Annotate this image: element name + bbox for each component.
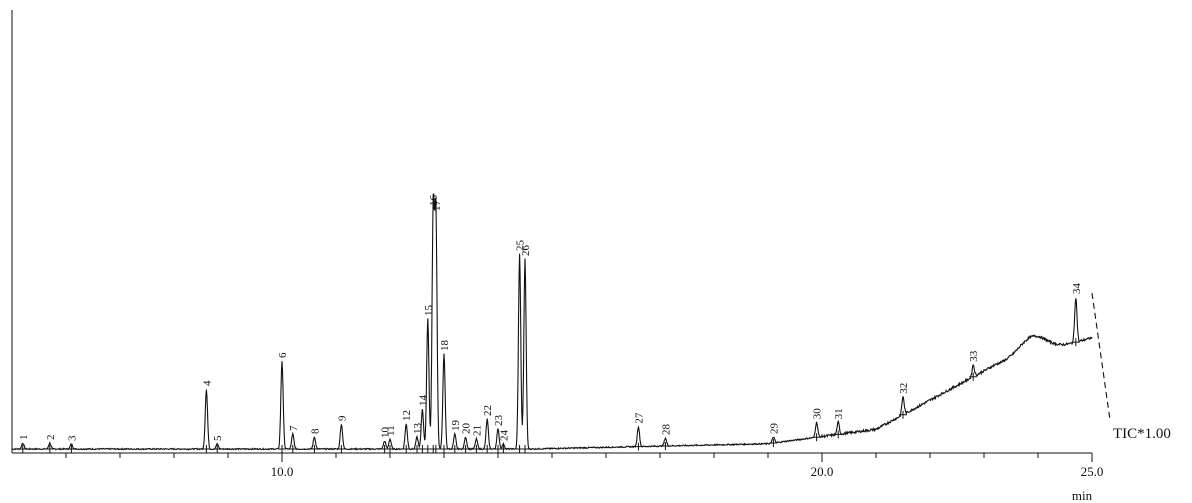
- x-minor-ticks: [65, 453, 1039, 458]
- peak-label: 12: [401, 410, 413, 421]
- peak-label: 21: [471, 425, 483, 436]
- peak-labels: 1 2 34567891011121314151617181920212223242…: [18, 195, 1083, 442]
- peak-label: 1: [18, 435, 30, 441]
- peak-label: 26: [520, 245, 532, 257]
- peak-label: 32: [898, 383, 910, 394]
- peak-label: 7: [288, 425, 300, 431]
- peak-label: 25: [515, 240, 527, 252]
- peak-label: 30: [812, 408, 824, 420]
- peak-label: 14: [417, 395, 429, 407]
- x-tick-label: 10.0: [271, 464, 294, 479]
- peak-label: 16: [428, 195, 440, 207]
- peak-label: 9: [336, 415, 348, 421]
- x-tick-label: 20.0: [811, 464, 834, 479]
- tic-scale-label: TIC*1.00: [1113, 426, 1171, 442]
- peak-label: 13: [412, 423, 424, 435]
- peak-label: 19: [450, 420, 462, 432]
- peak-label: 18: [439, 340, 451, 352]
- tic-leader-line: [1091, 292, 1111, 421]
- peak-label: 24: [498, 429, 510, 441]
- peak-label: 33: [968, 350, 980, 362]
- peak-label: 22: [482, 405, 494, 416]
- peak-label: 28: [660, 424, 672, 436]
- peak-label: 17: [431, 200, 443, 212]
- peak-label: 34: [1071, 283, 1083, 295]
- peak-markers: [18, 338, 1080, 453]
- tic-trace-line: [11, 193, 1093, 451]
- peak-label: 29: [768, 423, 780, 435]
- peak-label: 11: [385, 425, 397, 436]
- peak-label: 31: [833, 408, 845, 419]
- peak-label: 2: [45, 435, 57, 441]
- peak-label: 3: [66, 435, 78, 441]
- peak-label: 23: [493, 415, 505, 427]
- peak-label: 27: [633, 412, 645, 424]
- peak-label: 4: [201, 380, 213, 386]
- x-major-ticks: 10.0 20.0 25.0: [271, 453, 1104, 479]
- peak-label: 5: [212, 435, 224, 441]
- peak-label: 20: [461, 423, 473, 435]
- peak-label: 6: [277, 352, 289, 358]
- peak-label: 15: [423, 305, 435, 317]
- peak-label: 8: [309, 428, 321, 434]
- x-tick-label: 25.0: [1081, 464, 1104, 479]
- peak-label: 10: [380, 427, 392, 439]
- x-axis-unit-label: min: [1072, 488, 1093, 503]
